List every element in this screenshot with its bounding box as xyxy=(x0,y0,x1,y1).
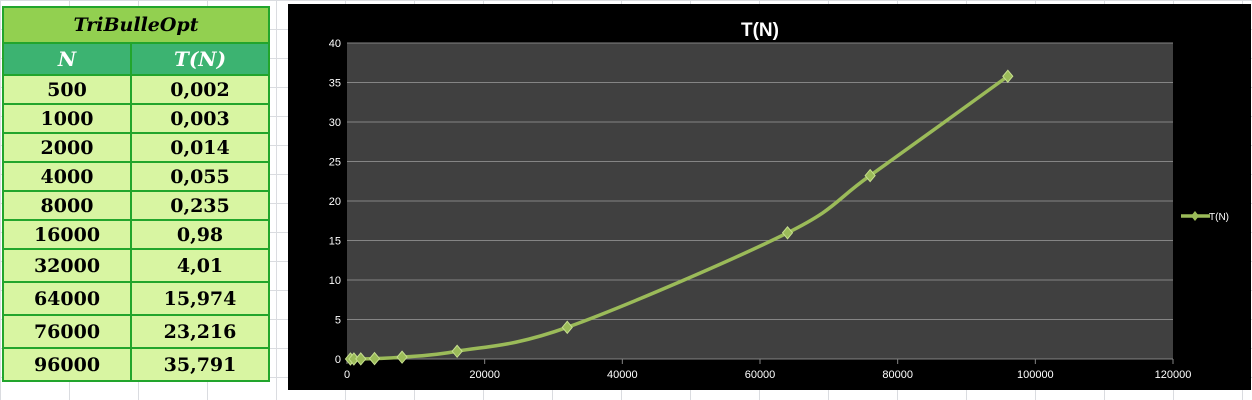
table-row: 16000 0,98 xyxy=(2,219,270,250)
y-tick-label: 30 xyxy=(329,117,341,129)
chart-title: T(N) xyxy=(741,20,779,41)
x-tick-label: 100000 xyxy=(1017,369,1054,381)
table-row: 96000 35,791 xyxy=(2,347,270,382)
cell-t[interactable]: 0,002 xyxy=(130,74,270,105)
table-row: 500 0,002 xyxy=(2,74,270,105)
x-tick-label: 20000 xyxy=(469,369,500,381)
cell-n[interactable]: 32000 xyxy=(2,248,132,283)
cell-t[interactable]: 0,98 xyxy=(130,219,270,250)
data-point[interactable] xyxy=(355,352,367,366)
cell-n[interactable]: 1000 xyxy=(2,103,132,134)
results-table: TriBulleOpt N T(N) 500 0,002 1000 0,003 2000… xyxy=(2,6,270,382)
y-tick-label: 40 xyxy=(329,38,341,50)
x-tick-label: 0 xyxy=(344,369,350,381)
cell-t[interactable]: 35,791 xyxy=(130,347,270,382)
cell-t[interactable]: 4,01 xyxy=(130,248,270,283)
data-point[interactable] xyxy=(396,350,408,364)
table-row: 8000 0,235 xyxy=(2,190,270,221)
legend-marker xyxy=(1191,211,1199,221)
chart[interactable]: 0 5 10 15 20 25 30 35 40 0 20000 40000 60000 80000 100… xyxy=(288,4,1251,390)
data-point[interactable] xyxy=(781,226,794,240)
cell-t[interactable]: 15,974 xyxy=(130,281,270,316)
data-point[interactable] xyxy=(368,351,381,366)
x-tick-label: 60000 xyxy=(745,369,776,381)
y-tick-label: 5 xyxy=(335,315,341,327)
data-point[interactable] xyxy=(1002,69,1014,84)
y-tick-label: 35 xyxy=(329,78,341,90)
y-tick-label: 15 xyxy=(329,236,341,248)
cell-n[interactable]: 64000 xyxy=(2,281,132,316)
y-tick-label: 0 xyxy=(335,354,341,366)
column-header-n[interactable]: N xyxy=(2,42,132,76)
cell-t[interactable]: 0,055 xyxy=(130,161,270,192)
table-row: 1000 0,003 xyxy=(2,103,270,134)
cell-t[interactable]: 23,216 xyxy=(130,314,270,349)
cell-n[interactable]: 500 xyxy=(2,74,132,105)
cell-n[interactable]: 8000 xyxy=(2,190,132,221)
x-tick-label: 80000 xyxy=(882,369,913,381)
cell-t[interactable]: 0,014 xyxy=(130,132,270,163)
cell-n[interactable]: 76000 xyxy=(2,314,132,349)
data-point[interactable] xyxy=(451,344,463,359)
cell-n[interactable]: 96000 xyxy=(2,347,132,382)
legend-label[interactable]: T(N) xyxy=(1209,212,1229,223)
cell-n[interactable]: 16000 xyxy=(2,219,132,250)
cell-t[interactable]: 0,003 xyxy=(130,103,270,134)
column-header-t[interactable]: T(N) xyxy=(130,42,270,76)
cell-n[interactable]: 4000 xyxy=(2,161,132,192)
table-row: 76000 23,216 xyxy=(2,314,270,349)
y-tick-label: 10 xyxy=(329,275,341,287)
table-row: 4000 0,055 xyxy=(2,161,270,192)
table-row: 32000 4,01 xyxy=(2,248,270,283)
x-tick-label: 40000 xyxy=(607,369,638,381)
table-row: 64000 15,974 xyxy=(2,281,270,316)
table-row: 2000 0,014 xyxy=(2,132,270,163)
table-title-cell[interactable]: TriBulleOpt xyxy=(2,6,270,44)
cell-n[interactable]: 2000 xyxy=(2,132,132,163)
data-point[interactable] xyxy=(561,320,573,335)
y-tick-label: 25 xyxy=(329,157,341,169)
chart-svg: 0 5 10 15 20 25 30 35 40 0 20000 40000 60000 80000 100… xyxy=(329,20,1229,381)
x-tick-label: 120000 xyxy=(1155,369,1192,381)
data-point[interactable] xyxy=(864,168,876,183)
y-tick-label: 20 xyxy=(329,196,341,208)
cell-t[interactable]: 0,235 xyxy=(130,190,270,221)
